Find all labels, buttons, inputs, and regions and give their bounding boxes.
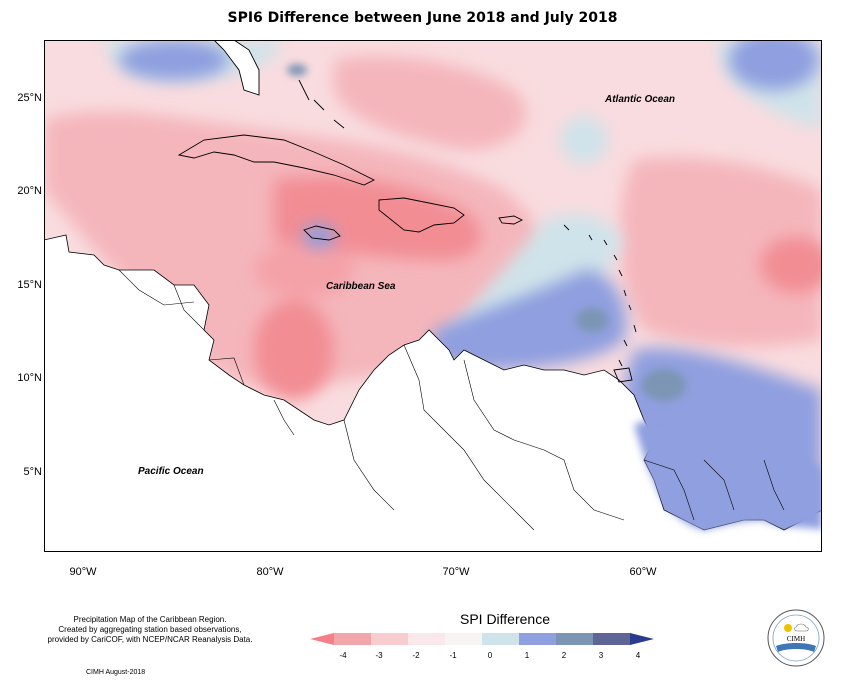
cimh-logo: CIMH bbox=[766, 608, 826, 668]
field-positive-venezuela-coast bbox=[432, 270, 627, 370]
lat-label-15n: 15°N bbox=[17, 279, 42, 291]
credits-line-2: Created by aggregating station based obs… bbox=[58, 625, 242, 634]
legend-swatch bbox=[482, 633, 519, 645]
lon-label-70w: 70°W bbox=[442, 566, 470, 578]
legend-arrow-left bbox=[310, 633, 334, 645]
islands bbox=[177, 40, 637, 383]
legend-tick: -2 bbox=[412, 651, 420, 660]
legend-swatch bbox=[519, 633, 556, 645]
field-strong-negative-central-america bbox=[254, 300, 334, 400]
legend-title: SPI Difference bbox=[459, 611, 550, 627]
credits-footer: CIMH August-2018 bbox=[86, 669, 146, 676]
map-title: SPI6 Difference between June 2018 and Ju… bbox=[227, 10, 618, 26]
lat-label-10n: 10°N bbox=[17, 372, 42, 384]
legend-swatch bbox=[371, 633, 408, 645]
lon-label-80w: 80°W bbox=[256, 566, 284, 578]
credits-line-1: Precipitation Map of the Caribbean Regio… bbox=[73, 615, 227, 624]
legend-tick: -3 bbox=[375, 651, 383, 660]
lat-label-25n: 25°N bbox=[17, 92, 42, 104]
legend-tick: 1 bbox=[524, 651, 530, 660]
logo-text: CIMH bbox=[787, 635, 805, 643]
legend-tick: 2 bbox=[561, 651, 567, 660]
legend-colorbar bbox=[310, 633, 654, 645]
label-atlantic-ocean: Atlantic Ocean bbox=[605, 94, 676, 105]
legend-tick: 3 bbox=[598, 651, 604, 660]
credits-line-3: provided by CariCOF, with NCEP/NCAR Rean… bbox=[47, 635, 253, 644]
country-borders bbox=[118, 269, 785, 531]
lat-label-5n: 5°N bbox=[23, 466, 42, 478]
label-caribbean-sea: Caribbean Sea bbox=[326, 281, 396, 292]
field-strong-negative-atlantic bbox=[760, 237, 822, 293]
legend-tick: 0 bbox=[487, 651, 493, 660]
field-positive-jamaica bbox=[303, 224, 335, 248]
credits-block: Precipitation Map of the Caribbean Regio… bbox=[10, 615, 290, 645]
legend-tick: -1 bbox=[449, 651, 457, 660]
lat-label-20n: 20°N bbox=[17, 185, 42, 197]
field-negative-north bbox=[334, 56, 526, 150]
legend-swatch bbox=[334, 633, 371, 645]
field-negative-east bbox=[620, 157, 822, 347]
map-area bbox=[44, 40, 822, 552]
legend-swatch bbox=[445, 633, 482, 645]
lon-label-90w: 90°W bbox=[69, 566, 97, 578]
legend-swatch bbox=[408, 633, 445, 645]
label-pacific-ocean: Pacific Ocean bbox=[138, 466, 204, 477]
spi-map bbox=[44, 40, 822, 552]
lon-label-60w: 60°W bbox=[629, 566, 657, 578]
legend-tick: -4 bbox=[339, 651, 347, 660]
legend-tick: 4 bbox=[635, 651, 641, 660]
legend-swatch bbox=[593, 633, 630, 645]
legend-swatch bbox=[556, 633, 593, 645]
legend-arrow-right bbox=[630, 633, 654, 645]
